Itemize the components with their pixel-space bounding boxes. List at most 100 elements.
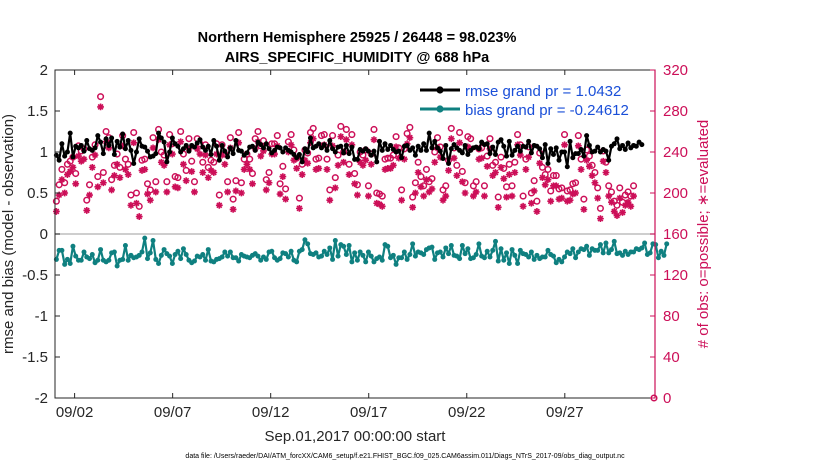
obs-evaluated-marker: [235, 139, 243, 147]
obs-evaluated-marker: [188, 168, 196, 175]
obs-possible-marker: [284, 138, 292, 146]
rmse-point: [376, 138, 382, 144]
obs-possible-marker: [251, 135, 259, 143]
obs-possible-marker: [295, 194, 303, 202]
obs-possible-marker: [345, 160, 353, 168]
obs-possible-marker: [605, 182, 613, 190]
obs-evaluated-marker: [279, 173, 287, 180]
obs-evaluated-marker: [445, 167, 452, 174]
obs-evaluated-marker: [293, 165, 301, 172]
obs-evaluated-marker: [456, 139, 463, 147]
rmse-point: [227, 145, 233, 151]
rmse-point: [379, 147, 385, 153]
rmse-point: [575, 151, 581, 157]
bias-point: [412, 253, 418, 259]
rmse-point: [399, 155, 405, 161]
obs-possible-marker: [268, 140, 276, 148]
rmse-point: [343, 142, 349, 148]
obs-evaluated-marker: [563, 197, 571, 205]
obs-evaluated-marker: [362, 156, 370, 164]
rmse-point: [180, 146, 186, 152]
obs-evaluated-marker: [447, 135, 455, 143]
obs-evaluated-marker: [552, 182, 560, 190]
bias-point: [233, 255, 239, 261]
rmse-point: [305, 149, 311, 155]
obs-possible-marker: [630, 182, 638, 190]
bias-point: [346, 242, 352, 248]
obs-evaluated-marker: [519, 202, 527, 210]
bias-point: [285, 254, 291, 260]
obs-possible-marker: [248, 169, 257, 178]
obs-possible-marker: [135, 202, 143, 210]
rmse-point: [131, 160, 137, 166]
obs-evaluated-marker: [569, 190, 577, 198]
obs-evaluated-marker: [370, 136, 378, 144]
obs-possible-marker: [514, 131, 522, 139]
obs-evaluated-marker: [395, 154, 403, 162]
bias-point: [305, 241, 311, 247]
bias-point: [642, 240, 648, 246]
obs-evaluated-marker: [486, 145, 494, 153]
obs-evaluated-marker: [193, 145, 201, 153]
obs-evaluated-marker: [511, 169, 519, 176]
obs-evaluated-marker: [207, 167, 215, 174]
rmse-point: [70, 154, 76, 160]
obs-evaluated-marker: [365, 192, 372, 200]
bias-point: [222, 249, 228, 255]
obs-evaluated-marker: [124, 171, 132, 178]
rmse-point: [294, 155, 300, 161]
obs-possible-marker: [591, 168, 599, 177]
bias-point: [70, 243, 76, 249]
obs-evaluated-marker: [66, 168, 74, 175]
obs-possible-marker: [494, 193, 502, 201]
y-right-tick-label: 120: [663, 267, 688, 284]
obs-evaluated-marker: [475, 155, 483, 163]
bias-point: [67, 261, 73, 267]
bias-point: [106, 257, 112, 263]
obs-evaluated-marker: [149, 144, 157, 152]
rmse-point: [338, 143, 344, 149]
obs-possible-marker: [58, 165, 66, 173]
bias-point: [114, 263, 120, 269]
obs-possible-marker: [409, 193, 417, 201]
bias-point: [360, 252, 366, 258]
obs-possible-marker: [616, 184, 624, 192]
bias-point: [597, 242, 603, 248]
rmse-point: [426, 130, 432, 136]
rmse-point: [142, 144, 148, 150]
legend-rmse-marker: [436, 86, 444, 94]
rmse-point: [194, 140, 200, 146]
bias-point: [586, 252, 592, 258]
rmse-point: [186, 148, 192, 154]
bias-point: [429, 244, 435, 250]
obs-evaluated-marker: [108, 186, 116, 194]
rmse-point: [238, 148, 244, 154]
rmse-point: [423, 147, 429, 153]
bias-point: [120, 256, 126, 262]
bias-point: [169, 261, 175, 267]
bias-point: [191, 258, 197, 264]
obs-possible-marker: [99, 168, 107, 177]
y-right-tick-label: 0: [663, 390, 671, 407]
x-tick-label: 09/12: [252, 404, 290, 421]
obs-possible-marker: [497, 153, 505, 161]
obs-possible-marker: [417, 173, 425, 181]
obs-evaluated-marker: [52, 208, 60, 215]
bias-point: [443, 245, 449, 251]
rmse-point: [396, 148, 402, 154]
obs-evaluated-marker: [127, 201, 135, 209]
bias-point: [603, 240, 609, 246]
rmse-point: [371, 148, 377, 154]
obs-evaluated-marker: [80, 155, 88, 163]
obs-evaluated-marker: [533, 208, 541, 215]
rmse-point: [526, 138, 532, 144]
rmse-point: [205, 143, 211, 149]
rmse-point: [109, 135, 115, 141]
obs-evaluated-marker: [265, 179, 273, 187]
rmse-point: [448, 146, 454, 152]
rmse-point: [120, 131, 126, 137]
obs-evaluated-marker: [478, 154, 486, 162]
obs-possible-marker: [348, 131, 356, 139]
obs-evaluated-marker: [544, 176, 552, 184]
bias-point: [357, 249, 363, 255]
